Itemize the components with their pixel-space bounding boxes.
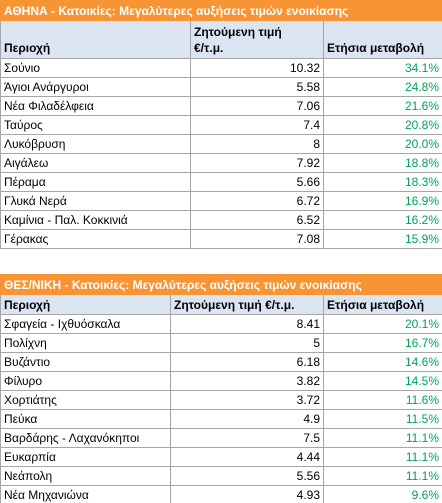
athens-header-row: Περιοχή Ζητούμενη τιμή €/τ.μ. Ετήσια μετα… [0, 20, 442, 59]
change-cell: 11.6% [323, 390, 442, 410]
athens-table-title: ΑΘΗΝΑ - Κατοικίες: Μεγαλύτερες αυξήσεις … [0, 0, 442, 21]
table-row: Νέα Φιλαδέλφεια 7.06 21.6% [0, 96, 442, 116]
price-cell: 5.58 [190, 77, 324, 97]
price-cell: 5.66 [190, 172, 324, 192]
change-cell: 21.6% [322, 96, 442, 116]
area-cell: Αιγάλεω [0, 153, 191, 173]
table-row: Βαρδάρης - Λαχανόκηποι 7.5 11.1% [0, 428, 442, 448]
table-row: Χορτιάτης 3.72 11.6% [0, 390, 442, 410]
change-cell: 15.9% [322, 229, 442, 249]
table-row: Γλυκά Νερά 6.72 16.9% [0, 191, 442, 211]
athens-col-price-line2: €/τ.μ. [194, 41, 224, 55]
price-cell: 4.9 [170, 409, 324, 429]
change-cell: 11.1% [323, 466, 442, 486]
change-cell: 16.2% [322, 210, 442, 230]
athens-col-price: Ζητούμενη τιμή €/τ.μ. [190, 20, 324, 59]
price-cell: 6.52 [190, 210, 324, 230]
table-row: Λυκόβρυση 8 20.0% [0, 134, 442, 154]
athens-col-change: Ετήσια μεταβολή [322, 20, 442, 59]
area-cell: Καμίνια - Παλ. Κοκκινιά [0, 210, 191, 230]
area-cell: Βαρδάρης - Λαχανόκηποι [0, 428, 171, 448]
table-row: Νεάπολη 5.56 11.1% [0, 466, 442, 486]
area-cell: Πεύκα [0, 409, 171, 429]
change-cell: 16.9% [322, 191, 442, 211]
change-cell: 24.8% [322, 77, 442, 97]
table-row: Αιγάλεω 7.92 18.8% [0, 153, 442, 173]
price-cell: 7.08 [190, 229, 324, 249]
table-row: Άγιοι Ανάργυροι 5.58 24.8% [0, 77, 442, 97]
table-row: Πολίχνη 5 16.7% [0, 333, 442, 353]
area-cell: Φίλυρο [0, 371, 171, 391]
change-cell: 18.3% [322, 172, 442, 192]
price-cell: 7.06 [190, 96, 324, 116]
change-cell: 16.7% [323, 333, 442, 353]
thessaloniki-col-area: Περιοχή [0, 294, 171, 315]
athens-col-price-line1: Ζητούμενη τιμή [194, 25, 282, 39]
area-cell: Πέραμα [0, 172, 191, 192]
area-cell: Νέα Φιλαδέλφεια [0, 96, 191, 116]
table-row: Φίλυρο 3.82 14.5% [0, 371, 442, 391]
area-cell: Νεάπολη [0, 466, 171, 486]
change-cell: 9.6% [323, 485, 442, 503]
thessaloniki-col-price: Ζητούμενη τιμή €/τ.μ. [170, 294, 324, 315]
price-cell: 5.56 [170, 466, 324, 486]
table-row: Πεύκα 4.9 11.5% [0, 409, 442, 429]
table-row: Καμίνια - Παλ. Κοκκινιά 6.52 16.2% [0, 210, 442, 230]
change-cell: 14.6% [323, 352, 442, 372]
athens-rent-table: ΑΘΗΝΑ - Κατοικίες: Μεγαλύτερες αυξήσεις … [0, 0, 442, 249]
thessaloniki-rent-table: ΘΕΣ/ΝΙΚΗ - Κατοικίες: Μεγαλύτερες αυξήσε… [0, 274, 442, 503]
price-cell: 7.5 [170, 428, 324, 448]
table-row: Ταύρος 7.4 20.8% [0, 115, 442, 135]
area-cell: Ταύρος [0, 115, 191, 135]
change-cell: 11.1% [323, 447, 442, 467]
area-cell: Γλυκά Νερά [0, 191, 191, 211]
table-row: Νέα Μηχανιώνα 4.93 9.6% [0, 485, 442, 503]
price-cell: 6.72 [190, 191, 324, 211]
area-cell: Σούνιο [0, 58, 191, 78]
area-cell: Πολίχνη [0, 333, 171, 353]
price-cell: 8 [190, 134, 324, 154]
change-cell: 11.5% [323, 409, 442, 429]
price-cell: 6.18 [170, 352, 324, 372]
price-cell: 3.72 [170, 390, 324, 410]
change-cell: 11.1% [323, 428, 442, 448]
area-cell: Ευκαρπία [0, 447, 171, 467]
price-cell: 3.82 [170, 371, 324, 391]
table-row: Βυζάντιο 6.18 14.6% [0, 352, 442, 372]
price-cell: 7.92 [190, 153, 324, 173]
change-cell: 14.5% [323, 371, 442, 391]
table-row: Σφαγεία - Ιχθυόσκαλα 8.41 20.1% [0, 314, 442, 334]
change-cell: 34.1% [322, 58, 442, 78]
change-cell: 20.1% [323, 314, 442, 334]
thessaloniki-col-change: Ετήσια μεταβολή [323, 294, 442, 315]
area-cell: Χορτιάτης [0, 390, 171, 410]
price-cell: 10.32 [190, 58, 324, 78]
change-cell: 20.8% [322, 115, 442, 135]
area-cell: Γέρακας [0, 229, 191, 249]
area-cell: Άγιοι Ανάργυροι [0, 77, 191, 97]
thessaloniki-header-row: Περιοχή Ζητούμενη τιμή €/τ.μ. Ετήσια μετ… [0, 294, 442, 315]
price-cell: 4.44 [170, 447, 324, 467]
table-row: Πέραμα 5.66 18.3% [0, 172, 442, 192]
table-row: Σούνιο 10.32 34.1% [0, 58, 442, 78]
price-cell: 7.4 [190, 115, 324, 135]
table-row: Γέρακας 7.08 15.9% [0, 229, 442, 249]
area-cell: Λυκόβρυση [0, 134, 191, 154]
area-cell: Νέα Μηχανιώνα [0, 485, 171, 503]
thessaloniki-table-title: ΘΕΣ/ΝΙΚΗ - Κατοικίες: Μεγαλύτερες αυξήσε… [0, 274, 442, 295]
change-cell: 20.0% [322, 134, 442, 154]
thessaloniki-title-row: ΘΕΣ/ΝΙΚΗ - Κατοικίες: Μεγαλύτερες αυξήσε… [0, 274, 442, 295]
area-cell: Βυζάντιο [0, 352, 171, 372]
price-cell: 4.93 [170, 485, 324, 503]
athens-title-row: ΑΘΗΝΑ - Κατοικίες: Μεγαλύτερες αυξήσεις … [0, 0, 442, 21]
change-cell: 18.8% [322, 153, 442, 173]
price-cell: 8.41 [170, 314, 324, 334]
area-cell: Σφαγεία - Ιχθυόσκαλα [0, 314, 171, 334]
price-cell: 5 [170, 333, 324, 353]
table-row: Ευκαρπία 4.44 11.1% [0, 447, 442, 467]
athens-col-area: Περιοχή [0, 20, 191, 59]
